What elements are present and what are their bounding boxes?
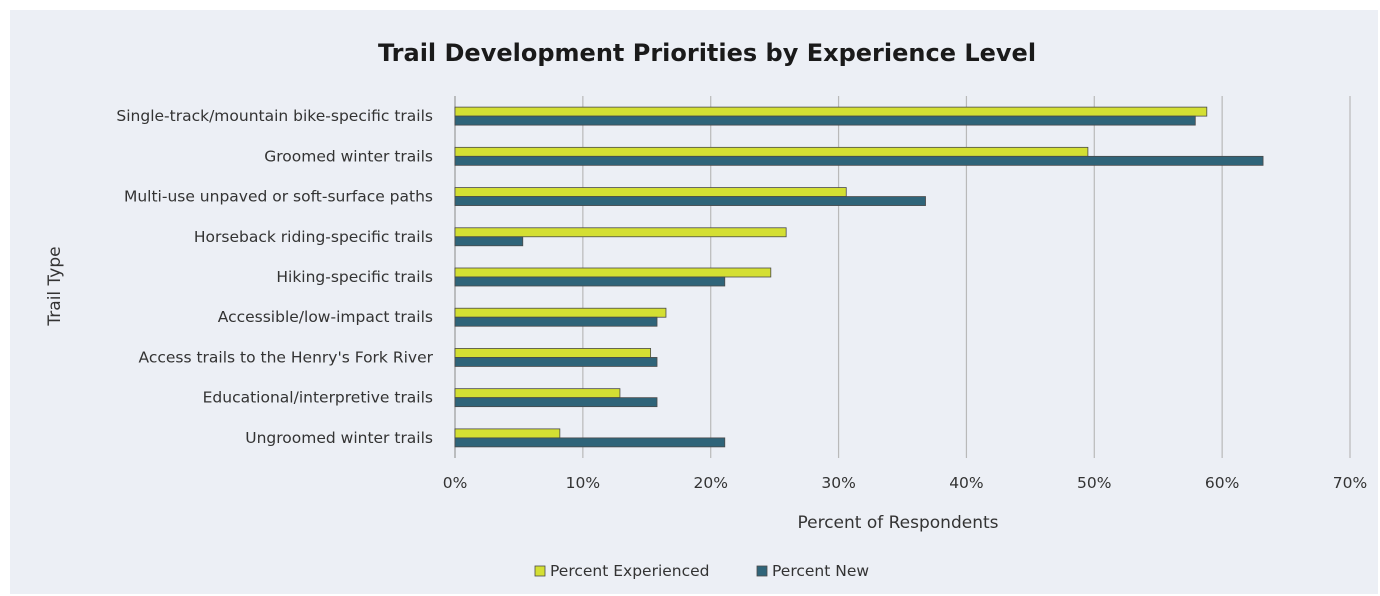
bar bbox=[454, 307, 667, 318]
x-tick-label: 30% bbox=[821, 474, 855, 492]
chart-frame: Trail Development Priorities by Experien… bbox=[10, 10, 1378, 594]
x-tick-label: 10% bbox=[566, 474, 600, 492]
category-label: Accessible/low-impact trails bbox=[218, 308, 433, 326]
category-label: Multi-use unpaved or soft-surface paths bbox=[124, 188, 433, 206]
legend-swatch bbox=[756, 565, 768, 577]
bar bbox=[454, 236, 524, 247]
legend-label: Percent New bbox=[772, 562, 869, 580]
legend-label: Percent Experienced bbox=[550, 562, 710, 580]
x-tick-label: 50% bbox=[1077, 474, 1111, 492]
chart-title: Trail Development Priorities by Experien… bbox=[378, 39, 1036, 67]
bar bbox=[454, 106, 1208, 117]
category-labels: Single-track/mountain bike-specific trai… bbox=[116, 107, 433, 447]
bar bbox=[454, 267, 772, 278]
bar bbox=[454, 388, 621, 399]
x-tick-labels: 0% 10% 20% 30% 40% 50% 60% 70% bbox=[443, 474, 1368, 492]
x-tick-label: 70% bbox=[1333, 474, 1367, 492]
legend: Percent Experienced Percent New bbox=[534, 562, 869, 580]
x-tick-label: 20% bbox=[693, 474, 727, 492]
category-label: Access trails to the Henry's Fork River bbox=[138, 348, 433, 366]
category-label: Horseback riding-specific trails bbox=[194, 228, 433, 246]
bar bbox=[454, 146, 1089, 157]
x-tick-label: 0% bbox=[443, 474, 468, 492]
category-label: Educational/interpretive trails bbox=[203, 389, 433, 407]
bar bbox=[454, 276, 726, 287]
bar bbox=[454, 316, 658, 327]
x-tick-label: 60% bbox=[1205, 474, 1239, 492]
bar bbox=[454, 397, 658, 408]
bar bbox=[454, 437, 726, 448]
bar bbox=[454, 187, 847, 197]
y-axis-title: Trail Type bbox=[45, 246, 65, 326]
bar bbox=[454, 155, 1264, 166]
bar bbox=[454, 115, 1196, 126]
legend-swatch bbox=[534, 565, 546, 577]
x-tick-label: 40% bbox=[949, 474, 983, 492]
category-label: Single-track/mountain bike-specific trai… bbox=[116, 107, 433, 125]
bars bbox=[454, 106, 1264, 448]
category-label: Ungroomed winter trails bbox=[245, 429, 433, 447]
bar bbox=[454, 428, 561, 439]
category-label: Hiking-specific trails bbox=[276, 268, 433, 286]
bar-chart: Trail Development Priorities by Experien… bbox=[45, 39, 1368, 580]
bar bbox=[454, 227, 787, 238]
bar bbox=[454, 196, 926, 206]
x-axis-title: Percent of Respondents bbox=[797, 513, 998, 533]
category-label: Groomed winter trails bbox=[264, 147, 433, 165]
bar bbox=[454, 348, 652, 358]
bar bbox=[454, 357, 658, 367]
